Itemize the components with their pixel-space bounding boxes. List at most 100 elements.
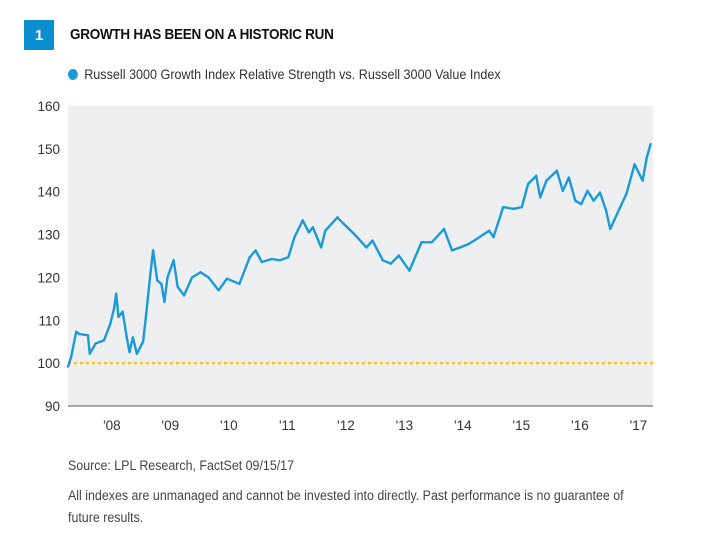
- x-tick-label: '17: [630, 418, 648, 433]
- data-point: [586, 189, 589, 193]
- data-point: [492, 235, 495, 239]
- legend-marker-icon: [68, 68, 78, 80]
- y-tick-label: 160: [37, 99, 60, 114]
- data-point: [293, 235, 296, 239]
- data-point: [148, 276, 152, 279]
- data-point: [113, 306, 116, 309]
- data-point: [459, 246, 462, 249]
- data-point: [102, 339, 106, 342]
- data-point: [352, 232, 356, 235]
- data-point: [172, 259, 175, 262]
- data-point: [450, 249, 454, 252]
- data-point: [141, 340, 145, 343]
- disclaimer-line-2: future results.: [68, 510, 144, 525]
- source-note: Source: LPL Research, FactSet 09/15/17: [68, 458, 295, 473]
- data-point: [381, 259, 384, 262]
- data-point: [520, 205, 524, 209]
- data-point: [625, 192, 628, 196]
- data-point: [467, 242, 470, 246]
- data-point: [108, 323, 112, 326]
- data-point: [487, 229, 491, 232]
- y-tick-label: 130: [37, 228, 60, 243]
- data-point: [502, 205, 505, 209]
- x-tick-label: '15: [513, 418, 531, 433]
- data-point: [561, 189, 565, 193]
- data-point: [645, 156, 648, 159]
- data-point: [555, 169, 559, 172]
- data-point: [539, 196, 542, 199]
- data-point: [86, 334, 90, 337]
- data-point: [278, 259, 282, 262]
- data-point: [88, 352, 91, 355]
- data-point: [135, 352, 139, 355]
- data-point: [176, 285, 179, 289]
- data-point: [166, 276, 169, 279]
- data-point: [365, 246, 368, 249]
- data-point: [217, 289, 220, 292]
- data-point: [131, 336, 135, 339]
- data-point: [163, 300, 166, 304]
- data-point: [535, 174, 538, 178]
- data-point: [156, 279, 159, 282]
- data-point: [598, 191, 602, 194]
- data-point: [307, 231, 311, 234]
- data-point: [207, 276, 210, 279]
- data-point: [74, 330, 78, 334]
- y-tick-label: 110: [38, 313, 60, 328]
- data-point: [121, 310, 124, 313]
- data-point: [408, 269, 411, 272]
- data-point: [115, 292, 118, 295]
- data-point: [389, 262, 392, 265]
- data-point: [117, 315, 120, 319]
- data-point: [545, 179, 548, 182]
- x-tick-label: '12: [337, 418, 355, 433]
- data-point: [94, 342, 97, 345]
- data-point: [442, 227, 446, 231]
- data-point: [324, 229, 327, 232]
- data-point: [151, 249, 155, 252]
- data-point: [641, 179, 644, 182]
- data-point: [160, 282, 163, 286]
- data-point: [649, 142, 652, 146]
- data-point: [336, 216, 339, 219]
- data-point: [78, 332, 81, 336]
- chart-number-badge: 1: [24, 20, 54, 50]
- data-point: [311, 226, 315, 229]
- data-point: [633, 163, 636, 166]
- data-point: [604, 209, 608, 212]
- x-tick-label: '10: [220, 418, 238, 433]
- data-point: [371, 239, 374, 242]
- data-point: [580, 202, 583, 206]
- x-tick-label: '13: [396, 418, 414, 433]
- data-point: [144, 315, 148, 319]
- y-tick-label: 120: [37, 270, 60, 285]
- y-tick-label: 90: [45, 399, 60, 414]
- data-point: [128, 350, 131, 354]
- data-point: [190, 276, 194, 279]
- data-point: [475, 237, 478, 241]
- data-point: [70, 355, 73, 358]
- data-point: [526, 182, 530, 186]
- y-tick-label: 140: [37, 185, 60, 200]
- data-point: [301, 219, 304, 222]
- x-tick-label: '14: [454, 418, 472, 433]
- data-point: [420, 241, 423, 244]
- y-tick-label: 150: [37, 142, 60, 157]
- data-point: [618, 205, 622, 209]
- data-point: [512, 207, 515, 211]
- x-tick-label: '11: [279, 418, 296, 433]
- chart-title: GROWTH HAS BEEN ON A HISTORIC RUN: [70, 26, 334, 43]
- data-point: [567, 176, 571, 179]
- data-point: [260, 260, 264, 264]
- data-point: [592, 199, 595, 202]
- legend-label: Russell 3000 Growth Index Relative Stren…: [84, 66, 501, 82]
- data-point: [199, 271, 202, 274]
- plot-area: [68, 106, 653, 406]
- data-point: [248, 256, 251, 259]
- disclaimer-line-1: All indexes are unmanaged and cannot be …: [68, 488, 624, 503]
- data-point: [225, 277, 229, 280]
- data-point: [287, 256, 290, 259]
- data-point: [66, 365, 70, 368]
- data-point: [342, 222, 345, 226]
